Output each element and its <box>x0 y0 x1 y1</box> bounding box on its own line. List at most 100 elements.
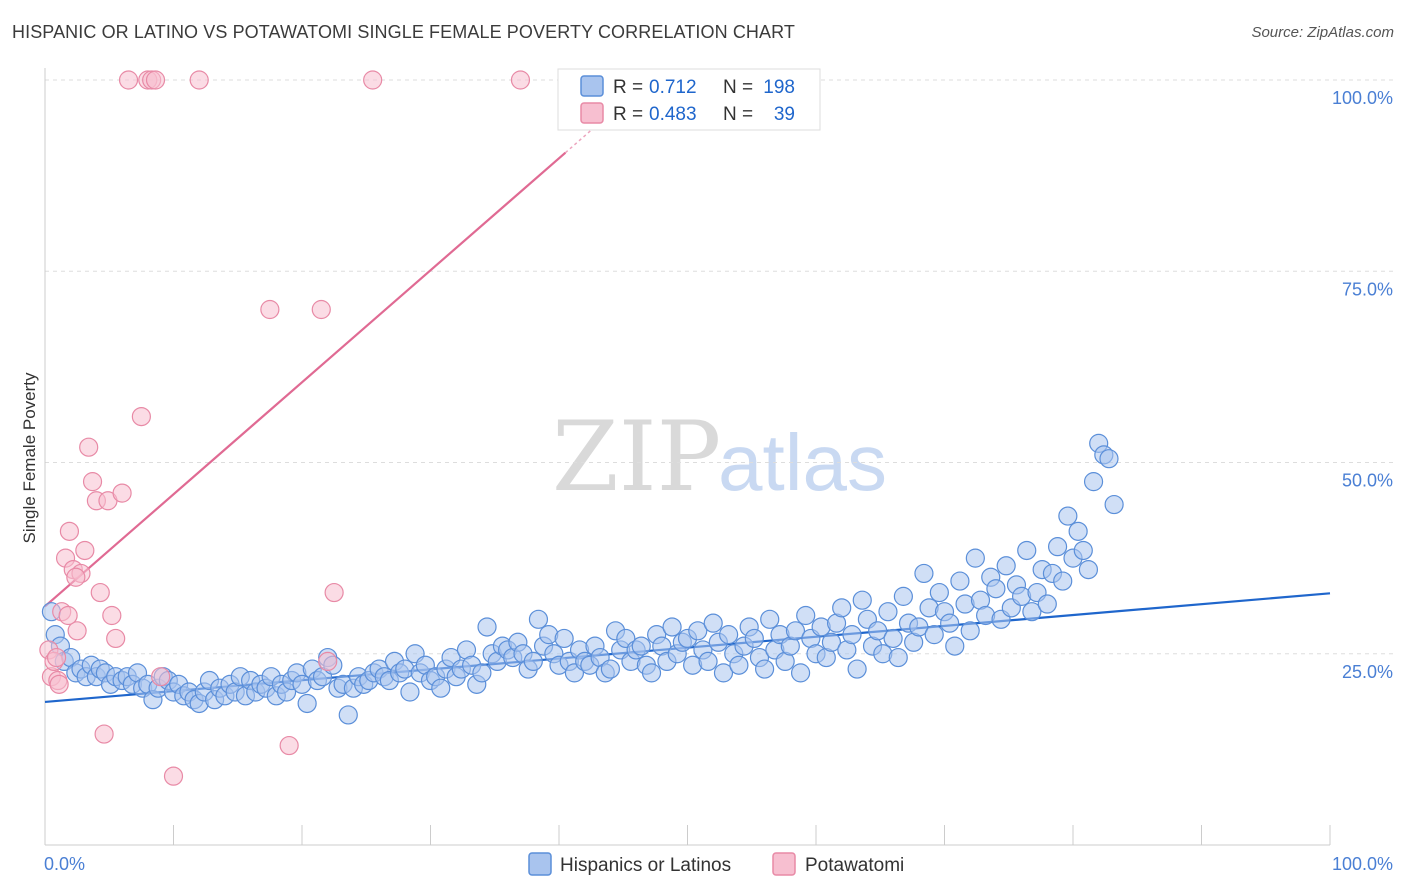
point-pink-14 <box>90 582 110 603</box>
point-blue-109 <box>600 659 621 679</box>
point-pink-36 <box>58 605 78 626</box>
point-pink-32 <box>324 582 344 603</box>
point-blue-117 <box>641 663 662 683</box>
point-pink-18 <box>106 628 126 649</box>
point-blue-154 <box>832 598 852 618</box>
legend-n-label-0: N = <box>723 77 753 98</box>
point-pink-25 <box>151 667 171 687</box>
legend-r-value-0: 0.712 <box>649 77 697 98</box>
point-pink-27 <box>189 70 209 90</box>
x-tick-labels: 0.0% 100.0% <box>44 854 1393 874</box>
point-pink-17 <box>102 605 122 626</box>
point-blue-128 <box>698 651 718 672</box>
point-blue-95 <box>528 609 549 629</box>
point-pink-8 <box>67 621 87 641</box>
x-tick-label-0: 0.0% <box>44 854 85 874</box>
point-blue-139 <box>754 659 775 679</box>
y-tick-labels: 25.0% 50.0% 75.0% 100.0% <box>1332 88 1393 682</box>
point-blue-147 <box>796 605 816 626</box>
legend-swatch-blue <box>580 75 604 97</box>
point-blue-145 <box>785 621 806 641</box>
point-blue-169 <box>909 617 929 637</box>
trend-line-1 <box>44 151 567 608</box>
point-pink-24 <box>145 70 166 90</box>
point-blue-50 <box>297 693 317 714</box>
point-blue-177 <box>950 571 970 591</box>
point-blue-131 <box>713 663 734 683</box>
point-blue-58 <box>338 705 358 725</box>
point-blue-129 <box>703 613 723 633</box>
point-blue-70 <box>400 682 420 702</box>
point-pink-35 <box>46 647 67 668</box>
point-pink-10 <box>75 540 95 561</box>
point-blue-84 <box>472 663 492 683</box>
point-blue-184 <box>986 579 1006 599</box>
point-blue-203 <box>1083 472 1104 492</box>
legend-r-label-0: R = <box>613 77 643 98</box>
point-blue-156 <box>842 625 862 645</box>
point-pink-20 <box>118 70 139 90</box>
point-blue-100 <box>554 628 574 649</box>
data-points <box>39 70 1124 786</box>
point-blue-201 <box>1073 540 1093 561</box>
point-blue-186 <box>996 556 1016 576</box>
point-pink-11 <box>79 437 99 457</box>
legend-n-label-1: N = <box>723 104 753 125</box>
grid-lines <box>45 79 1395 655</box>
point-pink-6 <box>59 521 80 541</box>
point-blue-132 <box>719 625 739 645</box>
point-blue-200 <box>1068 521 1088 541</box>
point-blue-172 <box>924 625 944 645</box>
point-blue-194 <box>1037 594 1057 614</box>
legend-bottom: Hispanics or Latinos Potawatomi <box>528 852 904 876</box>
point-blue-121 <box>662 617 682 637</box>
point-blue-206 <box>1099 449 1119 469</box>
point-pink-19 <box>112 483 132 503</box>
legend-n-value-0: 198 <box>763 77 795 98</box>
chart-title: HISPANIC OR LATINO VS POTAWATOMI SINGLE … <box>12 22 796 42</box>
point-blue-166 <box>893 586 913 606</box>
point-blue-163 <box>878 602 898 622</box>
point-blue-190 <box>1017 540 1037 561</box>
point-blue-207 <box>1104 494 1124 515</box>
y-tick-label-1: 50.0% <box>1342 471 1393 491</box>
point-pink-12 <box>82 472 103 492</box>
point-blue-126 <box>688 621 708 641</box>
point-pink-29 <box>279 735 299 756</box>
point-blue-94 <box>523 651 543 672</box>
point-pink-30 <box>311 299 331 320</box>
point-pink-34 <box>510 70 531 90</box>
point-blue-157 <box>847 659 867 679</box>
legend-swatch-pink <box>580 102 604 124</box>
point-blue-173 <box>929 582 949 603</box>
point-blue-198 <box>1058 506 1078 526</box>
point-blue-161 <box>868 621 888 641</box>
y-tick-label-3: 100.0% <box>1332 88 1393 108</box>
point-blue-165 <box>888 647 908 668</box>
point-pink-33 <box>363 70 383 90</box>
x-tick-label-1: 100.0% <box>1332 854 1393 874</box>
point-blue-134 <box>729 655 749 675</box>
point-blue-180 <box>965 548 985 568</box>
point-pink-15 <box>94 724 114 744</box>
point-pink-31 <box>318 651 338 672</box>
point-pink-21 <box>131 407 151 427</box>
point-blue-152 <box>821 632 842 652</box>
point-blue-179 <box>960 621 980 641</box>
legend-r-value-1: 0.483 <box>649 104 697 125</box>
point-blue-191 <box>1022 602 1042 622</box>
watermark-atlas: atlas <box>718 418 887 507</box>
point-pink-28 <box>260 299 280 320</box>
legend-top: R = 0.712 N = 198 R = 0.483 N = 39 <box>557 68 821 131</box>
y-axis-label: Single Female Poverty <box>20 372 39 544</box>
point-blue-115 <box>631 636 651 656</box>
point-pink-38 <box>49 674 69 694</box>
point-pink-37 <box>66 567 86 587</box>
point-blue-197 <box>1053 571 1073 591</box>
point-blue-176 <box>945 636 965 656</box>
legend-bottom-label-0: Hispanics or Latinos <box>560 855 731 876</box>
legend-r-label-1: R = <box>613 104 643 125</box>
legend-bottom-label-1: Potawatomi <box>805 855 904 876</box>
point-blue-146 <box>790 663 811 683</box>
